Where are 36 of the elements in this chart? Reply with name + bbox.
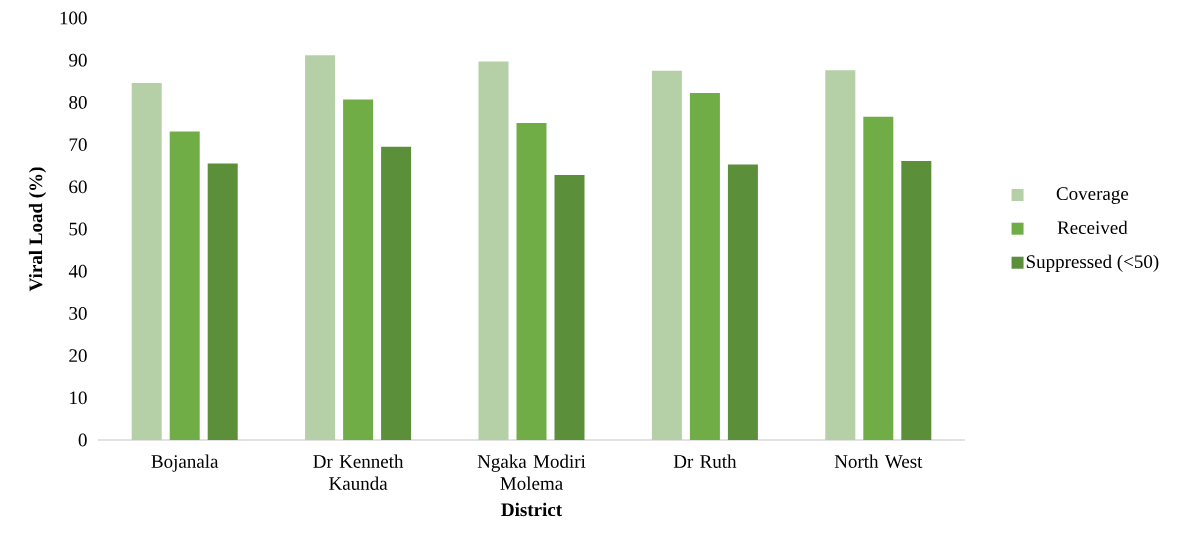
bar [727,164,758,440]
x-tick-label: Dr Kenneth Kaunda [313,454,404,490]
y-tick-label: 50 [69,222,87,236]
y-tick-label: 30 [69,306,87,320]
x-tick-label: Ngaka Modiri Molema [477,454,586,490]
y-tick-label: 100 [60,11,87,25]
y-tick-label: 20 [69,349,87,363]
y-axis-title: Viral Load (%) [28,167,47,292]
bar [381,146,412,440]
bar [343,99,374,440]
x-tick-label: Dr Ruth [673,454,737,468]
bar [651,70,682,440]
x-axis-title: District [501,502,563,517]
bar [131,82,162,440]
y-tick-label: 0 [78,433,87,447]
bar [516,123,547,440]
legend-label: Suppressed (<50) [1026,254,1159,272]
y-tick-label: 10 [70,391,87,405]
x-tick-label: Bojanala [151,454,219,472]
bar [554,174,585,440]
legend-label: Coverage [1056,187,1129,204]
y-tick-label: 80 [69,95,87,109]
bar [305,55,336,440]
y-tick-label: 40 [68,264,87,278]
bar [825,70,856,440]
y-tick-label: 70 [69,138,87,152]
bar [689,93,720,440]
bar [478,61,509,440]
y-tick-label: 60 [69,180,87,194]
bar [169,131,200,440]
x-tick-label: North West [834,454,923,468]
bar [207,163,238,440]
y-tick-label: 90 [69,53,87,67]
legend-label: Received [1057,220,1128,235]
bar [863,116,894,440]
bar [901,161,932,440]
